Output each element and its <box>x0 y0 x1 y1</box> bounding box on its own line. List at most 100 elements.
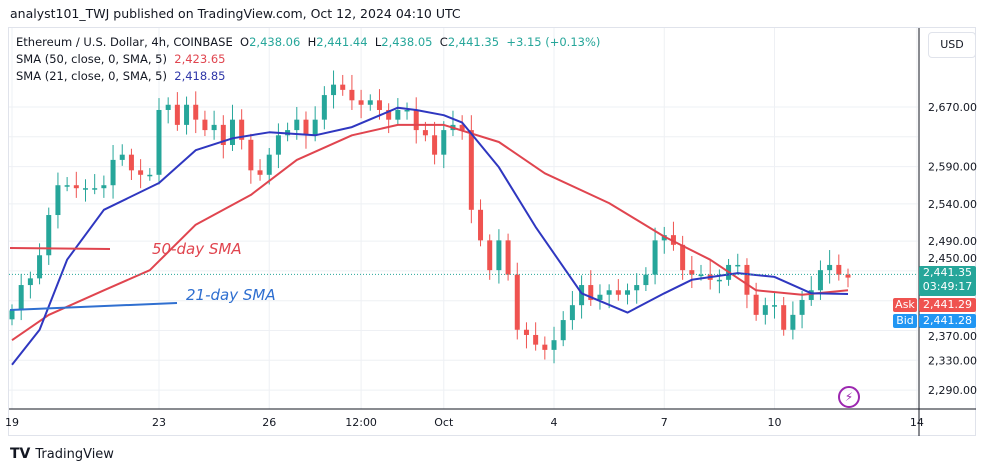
time-tick-label: 4 <box>551 416 558 429</box>
sma50-value: 2,423.65 <box>174 52 226 66</box>
candle-body <box>615 290 621 295</box>
candle-body <box>165 104 171 110</box>
candle-body <box>827 264 833 271</box>
candle-body <box>597 294 603 300</box>
candle-body <box>9 310 15 320</box>
close-label: C <box>439 35 448 49</box>
high-value: 2,441.44 <box>316 35 368 49</box>
last-price-tag: 2,441.35 03:49:17 <box>919 266 976 296</box>
candle-body <box>459 124 465 131</box>
candle-body <box>303 119 309 136</box>
time-tick-label: 12:00 <box>345 416 377 429</box>
sma50-label: SMA (50, close, 0, SMA, 5) <box>16 52 167 66</box>
candle-body <box>331 84 337 96</box>
candle-body <box>156 109 162 175</box>
symbol-title: Ethereum / U.S. Dollar, 4h, COINBASE <box>16 35 233 49</box>
candle-body <box>523 329 529 335</box>
time-tick-label: 23 <box>152 416 166 429</box>
price-tick-label: 2,450.00 <box>928 252 977 265</box>
candle-body <box>625 290 631 295</box>
candle-body <box>551 340 557 350</box>
candle-body <box>716 279 722 282</box>
open-label: O <box>240 35 250 49</box>
candle-body <box>652 240 658 275</box>
candle-body <box>404 109 410 112</box>
candle-body <box>321 95 327 120</box>
open-value: 2,438.06 <box>249 35 301 49</box>
candle-body <box>386 109 392 120</box>
candle-body <box>487 240 493 271</box>
price-tick-label: 2,590.00 <box>928 161 977 174</box>
ask-price: 2,441.29 <box>919 298 976 312</box>
chart-frame <box>8 27 976 436</box>
candle-body <box>147 174 153 177</box>
time-tick-label: Oct <box>434 416 454 429</box>
candle-body <box>110 159 116 186</box>
candle-body <box>37 255 43 279</box>
candle-body <box>128 154 134 171</box>
candle-body <box>27 278 33 286</box>
candle-body <box>670 235 676 245</box>
candle-body <box>808 290 814 300</box>
candle-body <box>680 244 686 271</box>
candle-body <box>64 185 70 187</box>
low-value: 2,438.05 <box>381 35 433 49</box>
candle-body <box>46 215 52 256</box>
candle-body <box>422 130 428 136</box>
sma50-legend[interactable]: SMA (50, close, 0, SMA, 5) 2,423.65 <box>16 52 225 66</box>
tradingview-logo[interactable]: TV TradingView <box>10 446 114 462</box>
candle-body <box>643 274 649 286</box>
lightning-icon[interactable]: ⚡ <box>838 386 860 408</box>
candle-body <box>18 285 24 311</box>
bar-countdown: 03:49:17 <box>922 280 973 293</box>
candle-body <box>478 209 484 241</box>
price-tick-label: 2,370.00 <box>928 330 977 343</box>
candle-body <box>92 188 98 190</box>
bid-price: 2,441.28 <box>919 314 976 328</box>
candle-body <box>101 185 107 189</box>
price-tick-label: 2,290.00 <box>928 384 977 397</box>
candle-body <box>395 109 401 120</box>
time-tick-label: 19 <box>5 416 19 429</box>
candle-body <box>248 139 254 171</box>
candle-body <box>468 130 474 210</box>
candle-body <box>542 344 548 350</box>
time-tick-label: 14 <box>910 416 924 429</box>
time-tick-label: 26 <box>262 416 276 429</box>
candle-body <box>505 240 511 275</box>
candle-body <box>413 109 419 131</box>
candle-body <box>73 185 79 189</box>
candle-body <box>340 84 346 90</box>
candle-body <box>239 119 245 140</box>
candle-body <box>569 305 575 321</box>
price-tick-label: 2,490.00 <box>928 235 977 248</box>
close-value: 2,441.35 <box>447 35 500 49</box>
candle-body <box>735 264 741 267</box>
tradingview-logo-icon: TV <box>10 446 31 462</box>
ask-label: Ask <box>893 298 917 312</box>
price-tick-label: 2,670.00 <box>928 101 977 114</box>
candle-body <box>441 130 447 155</box>
sma50-annotation: 50-day SMA <box>152 240 242 258</box>
last-price: 2,441.35 <box>923 266 972 279</box>
brand-name: TradingView <box>35 446 114 462</box>
candle-body <box>184 104 190 125</box>
currency-button[interactable]: USD <box>928 32 976 58</box>
sma21-legend[interactable]: SMA (21, close, 0, SMA, 5) 2,418.85 <box>16 69 225 83</box>
candle-body <box>174 104 180 125</box>
candle-body <box>661 235 667 241</box>
candle-body <box>698 274 704 277</box>
candle-body <box>496 240 502 271</box>
price-tick-label: 2,330.00 <box>928 354 977 367</box>
candle-body <box>55 185 61 216</box>
publish-info: analyst101_TWJ published on TradingView.… <box>10 6 461 21</box>
candle-body <box>376 100 382 110</box>
candle-body <box>606 290 612 295</box>
candle-body <box>762 305 768 315</box>
candle-body <box>202 119 208 131</box>
candle-body <box>312 119 318 136</box>
candle-body <box>836 264 842 275</box>
change-value: +3.15 (+0.13%) <box>506 35 601 49</box>
candle-body <box>845 274 851 278</box>
